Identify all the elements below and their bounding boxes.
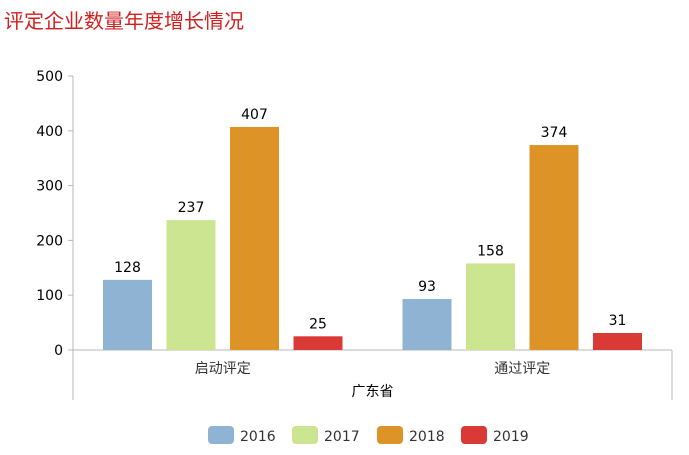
data-label: 31 bbox=[609, 313, 627, 329]
legend-swatch-2018 bbox=[377, 426, 403, 444]
legend-swatch-2017 bbox=[292, 426, 318, 444]
legend-label: 2018 bbox=[409, 429, 445, 445]
y-tick-label: 400 bbox=[36, 124, 63, 140]
bar-2019 bbox=[593, 333, 642, 350]
legend-label: 2016 bbox=[240, 429, 276, 445]
bar-2017 bbox=[466, 263, 515, 350]
legend-swatch-2016 bbox=[208, 426, 234, 444]
y-tick-label: 200 bbox=[36, 233, 63, 249]
bar-2016 bbox=[402, 299, 452, 350]
legend-label: 2019 bbox=[493, 429, 529, 445]
data-label: 407 bbox=[241, 107, 268, 123]
y-tick-label: 100 bbox=[36, 288, 63, 304]
bar-2018 bbox=[230, 126, 279, 351]
data-label: 25 bbox=[309, 316, 327, 332]
bar-2017 bbox=[166, 220, 216, 350]
x-category-label: 通过评定 bbox=[494, 361, 550, 377]
data-label: 374 bbox=[541, 125, 568, 141]
data-label: 158 bbox=[477, 243, 504, 259]
x-category-label: 启动评定 bbox=[195, 361, 251, 377]
data-label: 128 bbox=[114, 260, 141, 276]
y-tick-label: 500 bbox=[36, 69, 63, 85]
y-tick-label: 0 bbox=[54, 343, 63, 359]
y-tick-label: 300 bbox=[36, 179, 63, 195]
legend-label: 2017 bbox=[324, 429, 360, 445]
data-label: 93 bbox=[418, 279, 436, 295]
data-label: 237 bbox=[178, 200, 205, 216]
chart-title: 评定企业数量年度增长情况 bbox=[4, 9, 244, 33]
legend-swatch-2019 bbox=[461, 426, 487, 444]
x-axis-title: 广东省 bbox=[352, 384, 394, 400]
bar-2018 bbox=[529, 145, 579, 350]
bar-2019 bbox=[293, 336, 343, 350]
bar-2016 bbox=[103, 279, 152, 350]
